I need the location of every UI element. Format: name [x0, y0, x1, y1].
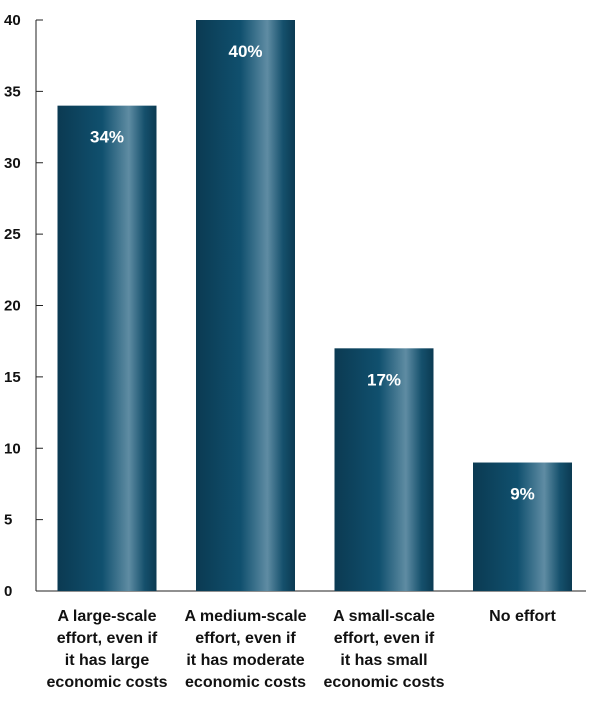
y-tick-label: 35 [4, 83, 21, 100]
category-label-line: A small-scale [333, 608, 435, 625]
category-label-line: it has moderate [186, 652, 304, 669]
category-label: A small-scale effort, even if it has small… [324, 608, 445, 691]
category-label-line: effort, even if [334, 630, 435, 647]
category-label-line: No effort [489, 608, 556, 625]
bar-data-label: 34% [90, 128, 124, 147]
category-label-line: it has large [65, 652, 150, 669]
category-label: No effort [489, 608, 556, 625]
bar [473, 462, 572, 591]
category-label-line: it has small [340, 652, 427, 669]
category-label-line: effort, even if [195, 630, 296, 647]
data-labels-group: 34% 40% 17% 9% [90, 42, 535, 504]
y-tick-label: 20 [4, 298, 21, 315]
category-label-line: economic costs [47, 674, 168, 691]
bar [196, 20, 295, 591]
y-tick-label: 30 [4, 155, 21, 172]
y-tick-label: 0 [4, 583, 12, 600]
category-label: A medium-scale effort, even if it has mode… [184, 608, 306, 691]
bar-data-label: 40% [228, 42, 262, 61]
category-label-line: A medium-scale [184, 608, 306, 625]
category-label-line: effort, even if [57, 630, 158, 647]
y-tick-label: 5 [4, 512, 12, 529]
category-labels-group: A large-scale effort, even if it has large… [47, 608, 557, 691]
category-label-line: A large-scale [57, 608, 156, 625]
y-tick-label: 40 [4, 12, 21, 29]
y-tick-label: 10 [4, 440, 21, 457]
y-tick-label: 15 [4, 369, 21, 386]
y-tick-label: 25 [4, 226, 21, 243]
category-label-line: economic costs [185, 674, 306, 691]
bar-data-label: 17% [367, 370, 401, 389]
category-label-line: economic costs [324, 674, 445, 691]
bar [57, 105, 157, 592]
category-label: A large-scale effort, even if it has large… [47, 608, 168, 691]
bar-data-label: 9% [510, 485, 535, 504]
bar [334, 348, 434, 591]
bars-group [57, 20, 572, 592]
